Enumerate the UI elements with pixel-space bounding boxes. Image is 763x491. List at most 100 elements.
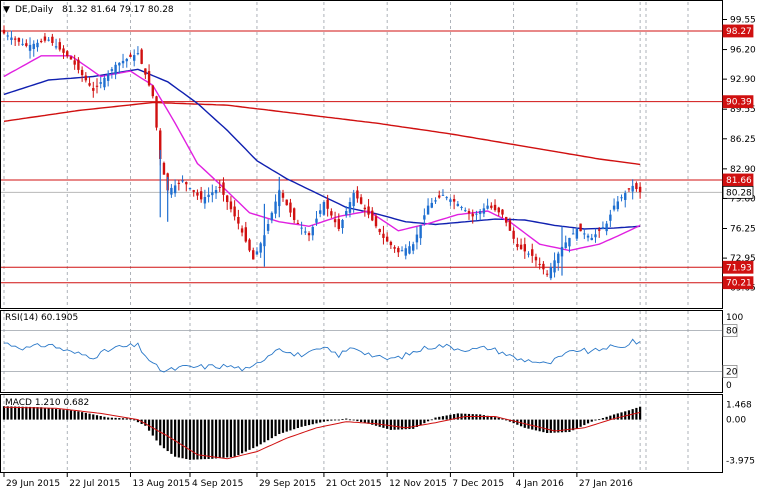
price-axis: 99.55 96.20 92.90 89.55 86.25 82.90 79.60 76.25… (722, 15, 756, 467)
price-tick-label: 76.25 (730, 225, 756, 235)
macd-bar (345, 418, 348, 420)
collapse-arrow-icon[interactable]: ▼ (3, 5, 10, 15)
candle-body (452, 199, 456, 202)
candle-body (635, 183, 638, 190)
macd-bar (77, 411, 80, 420)
price-tag-label: 81.66 (726, 176, 752, 186)
macd-bar (583, 419, 586, 426)
macd-bar (300, 419, 303, 427)
macd-bar (575, 419, 578, 429)
candle-body (627, 188, 631, 190)
macd-bar (6, 406, 9, 420)
macd-bar (367, 419, 370, 424)
candle-body (110, 69, 114, 71)
candle-body (412, 244, 415, 251)
candle-body (10, 37, 13, 41)
candle-body (352, 193, 355, 207)
price-tick-label: 79.60 (730, 194, 756, 204)
macd-bar (639, 406, 642, 420)
macd-bar (304, 419, 307, 426)
candle-body (151, 85, 154, 97)
macd-bar (28, 406, 32, 420)
candle-body (315, 218, 318, 223)
candle-body (382, 233, 385, 238)
macd-bar (307, 419, 311, 426)
macd-bar (226, 419, 229, 458)
candle-body (144, 68, 147, 75)
candle-body (62, 48, 65, 53)
candle-body (229, 201, 233, 210)
macd-bar (348, 419, 352, 421)
candle-body (28, 44, 32, 51)
price-tag[interactable] (722, 95, 754, 109)
candle-body (181, 180, 184, 182)
macd-bar (147, 419, 151, 431)
macd-bar (222, 419, 225, 458)
candle-body (460, 206, 463, 208)
macd-bar (84, 412, 87, 420)
candle-body (2, 29, 6, 34)
candle-body (192, 190, 195, 192)
macd-bar (170, 419, 173, 454)
candle-body (601, 227, 605, 229)
macd-bar (207, 419, 210, 459)
ma-fast-line[interactable] (3, 55, 641, 252)
time-tick-label: 4 Jan 2016 (516, 479, 564, 489)
candle-body (6, 35, 9, 37)
candle-body (214, 190, 218, 194)
candle-body (25, 43, 28, 46)
candle-body (333, 219, 337, 223)
price-tick-label: 92.90 (730, 75, 756, 85)
macd-bar (490, 416, 493, 420)
candle-body (121, 60, 125, 64)
candle-body (426, 205, 430, 215)
candle-body (385, 236, 389, 242)
macd-bar (73, 410, 76, 420)
macd-bar (341, 419, 344, 420)
candle-body (199, 191, 203, 200)
price-tag[interactable] (722, 276, 754, 290)
ma-slow-line[interactable] (3, 101, 641, 166)
macd-bar (434, 417, 437, 420)
candle-body (438, 195, 441, 198)
candle-body (330, 211, 333, 216)
macd-bar (40, 407, 43, 420)
macd-bar (133, 419, 136, 421)
candle-body (553, 260, 556, 273)
candle-body (103, 77, 106, 88)
macd-bar (363, 419, 366, 423)
macd-bar (125, 418, 128, 420)
price-tag[interactable] (722, 24, 754, 38)
ma-mid-line[interactable] (3, 68, 641, 230)
candle-body (586, 235, 590, 238)
candle-body (359, 197, 363, 204)
macd-panel[interactable] (0, 394, 723, 473)
macd-bar (244, 419, 247, 452)
price-tag[interactable] (722, 185, 754, 199)
candle-body (464, 210, 467, 212)
candle-body (177, 182, 181, 184)
candle-body (106, 73, 110, 81)
price-tag[interactable] (722, 260, 754, 274)
rsi-line[interactable] (4, 338, 641, 373)
candle-body (226, 195, 229, 203)
macd-bar (95, 415, 99, 420)
price-tick-label: 86.25 (730, 135, 756, 145)
candle-body (486, 205, 489, 209)
macd-bar (400, 419, 404, 430)
candle-body (430, 202, 433, 208)
candle-body (118, 62, 121, 66)
candle-body (538, 263, 541, 265)
candle-body (605, 223, 608, 232)
macd-signal-line[interactable] (3, 406, 641, 460)
macd-bar (181, 419, 184, 459)
price-panel[interactable] (0, 0, 723, 309)
macd-bar (460, 413, 463, 420)
candle-body (95, 85, 99, 87)
macd-bar (322, 419, 326, 422)
candle-body (237, 216, 240, 224)
macd-bar (479, 414, 482, 420)
rsi-tick-label: 20 (726, 367, 738, 377)
macd-bar (605, 416, 608, 420)
